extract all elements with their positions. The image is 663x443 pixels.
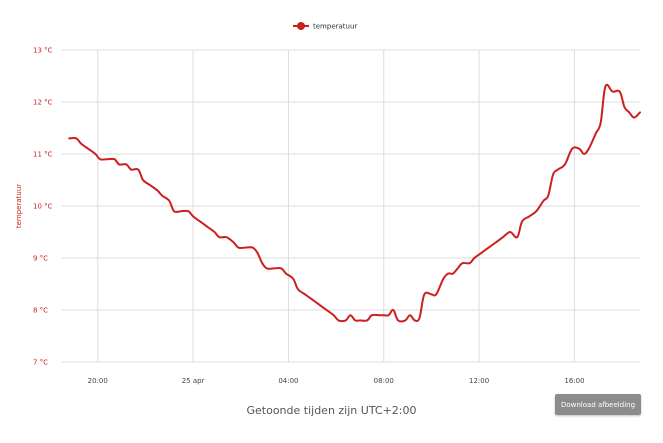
y-tick-label: 7 °C bbox=[33, 359, 48, 367]
y-tick-label: 12 °C bbox=[33, 99, 53, 107]
y-axis-ticks: 7 °C 8 °C 9 °C 10 °C 11 °C 12 °C 13 °C bbox=[33, 47, 53, 367]
legend-label: temperatuur bbox=[313, 23, 357, 31]
x-tick-label: 20:00 bbox=[88, 377, 108, 385]
y-tick-label: 8 °C bbox=[33, 307, 48, 315]
x-axis-ticks: 20:00 25 apr 04:00 08:00 12:00 16:00 bbox=[88, 377, 585, 385]
timezone-note: Getoonde tijden zijn UTC+2:00 bbox=[246, 404, 417, 417]
chart-legend[interactable]: temperatuur bbox=[293, 22, 357, 31]
series-line-temperatuur[interactable] bbox=[68, 83, 641, 323]
y-tick-label: 10 °C bbox=[33, 203, 53, 211]
x-tick-label: 04:00 bbox=[278, 377, 298, 385]
x-tick-label: 25 apr bbox=[182, 377, 205, 385]
series-group bbox=[68, 83, 641, 323]
x-tick-label: 16:00 bbox=[564, 377, 584, 385]
x-tick-label: 08:00 bbox=[374, 377, 394, 385]
x-tick-label: 12:00 bbox=[469, 377, 489, 385]
grid-lines bbox=[62, 49, 640, 363]
y-tick-label: 11 °C bbox=[33, 151, 53, 159]
download-image-button[interactable]: Download afbeelding bbox=[555, 394, 641, 415]
y-tick-label: 13 °C bbox=[33, 47, 53, 55]
y-axis-label: temperatuur bbox=[15, 184, 23, 228]
legend-marker-swatch bbox=[297, 22, 305, 30]
y-tick-label: 9 °C bbox=[33, 255, 48, 263]
